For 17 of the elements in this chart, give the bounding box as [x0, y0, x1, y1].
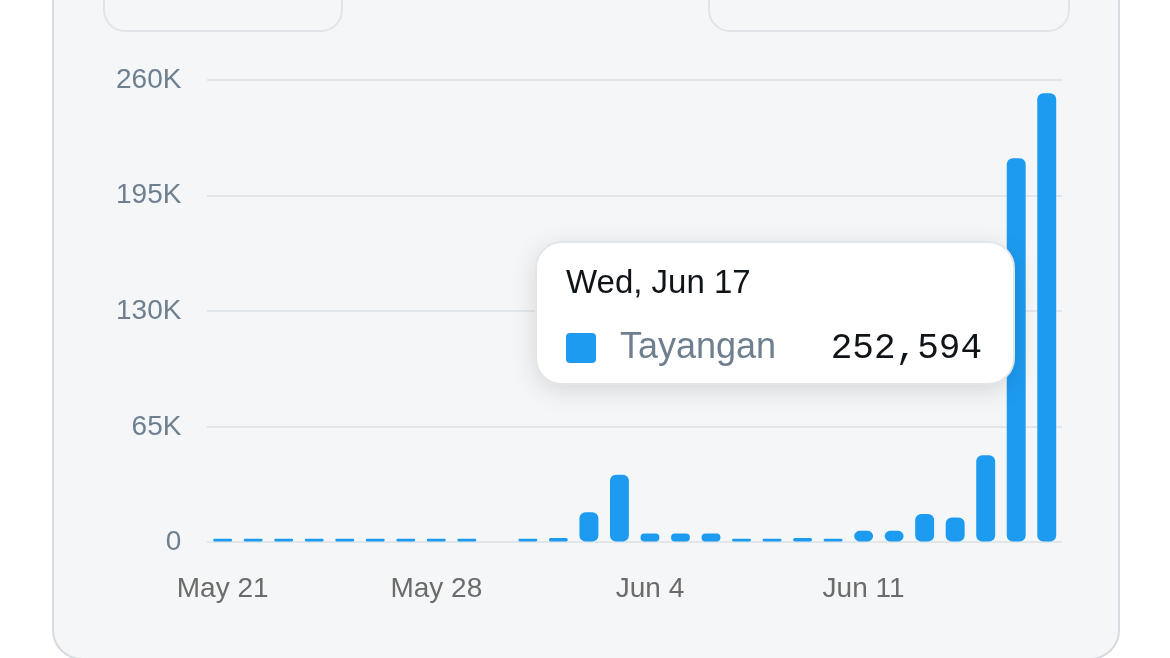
- annotation: 252,594: [830, 327, 982, 369]
- y-tick-label: 0: [165, 525, 182, 557]
- y-tick-label: 130K: [115, 293, 182, 325]
- x-tick-label: May 21: [176, 571, 269, 603]
- y-tick-label: 260K: [115, 62, 182, 94]
- x-tick-label: Jun 4: [615, 571, 685, 603]
- x-tick-label: May 28: [390, 571, 483, 603]
- legend-label: Tayangan: [620, 324, 777, 366]
- annotation: Wed, Jun 17: [566, 263, 751, 301]
- x-tick-label: Jun 11: [822, 571, 905, 603]
- bar: [609, 474, 629, 542]
- bar: [1037, 93, 1057, 542]
- bar: [976, 455, 996, 542]
- y-tick-label: 65K: [131, 409, 182, 441]
- bar: [579, 512, 599, 542]
- bar: [915, 513, 935, 542]
- y-tick-label: 195K: [115, 178, 182, 210]
